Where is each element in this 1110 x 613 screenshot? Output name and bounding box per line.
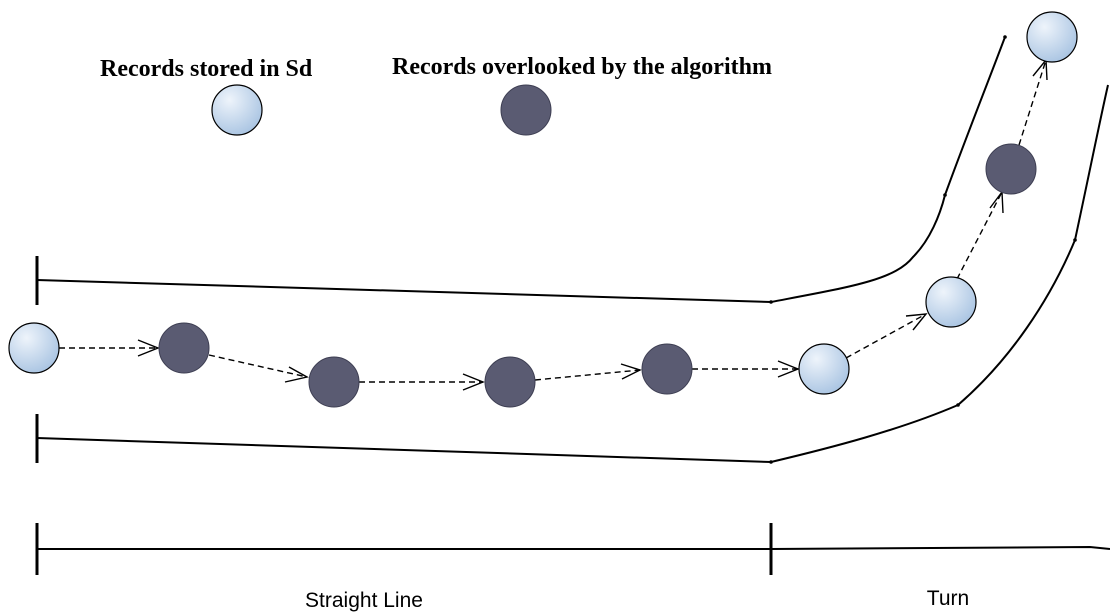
section-turn-label: Turn <box>927 587 969 610</box>
trajectory-arrows <box>59 58 1048 391</box>
record-overlooked <box>641 343 693 395</box>
record-overlooked <box>985 143 1037 195</box>
section-straight-label: Straight Line <box>305 589 423 612</box>
trajectory-arrow <box>845 313 927 359</box>
trajectory-records <box>8 11 1078 408</box>
road-upper-boundary <box>36 36 1006 304</box>
record-stored <box>8 322 60 374</box>
arrow-head <box>137 339 160 357</box>
record-stored <box>1026 11 1078 63</box>
arrow-head <box>284 366 309 383</box>
legend-overlooked-circle <box>500 84 552 136</box>
arrow-head <box>777 360 800 378</box>
road-vertex <box>769 460 773 464</box>
road-vertex <box>943 193 947 197</box>
record-overlooked <box>308 356 360 408</box>
record-stored <box>925 276 977 328</box>
legend-stored-circle <box>211 84 263 136</box>
arrow-head <box>620 363 642 380</box>
arrow-head <box>905 313 928 331</box>
arrow-head <box>462 373 485 391</box>
record-overlooked <box>158 322 210 374</box>
road-lower-boundary <box>36 84 1109 464</box>
legend-overlooked-label: Records overlooked by the algorithm <box>392 54 772 80</box>
trajectory-arrow <box>208 354 308 378</box>
road-vertex <box>956 403 960 407</box>
section-scale-line <box>37 545 1110 550</box>
road-vertex <box>1073 238 1077 242</box>
record-stored <box>798 343 850 395</box>
legend-stored-label: Records stored in Sd <box>100 56 313 82</box>
road-vertex <box>769 300 773 304</box>
trajectory-arrow <box>1018 59 1047 146</box>
record-overlooked <box>484 356 536 408</box>
trajectory-arrow <box>534 369 641 381</box>
trajectory-arrow <box>956 191 1003 280</box>
road-vertex <box>1003 35 1007 39</box>
